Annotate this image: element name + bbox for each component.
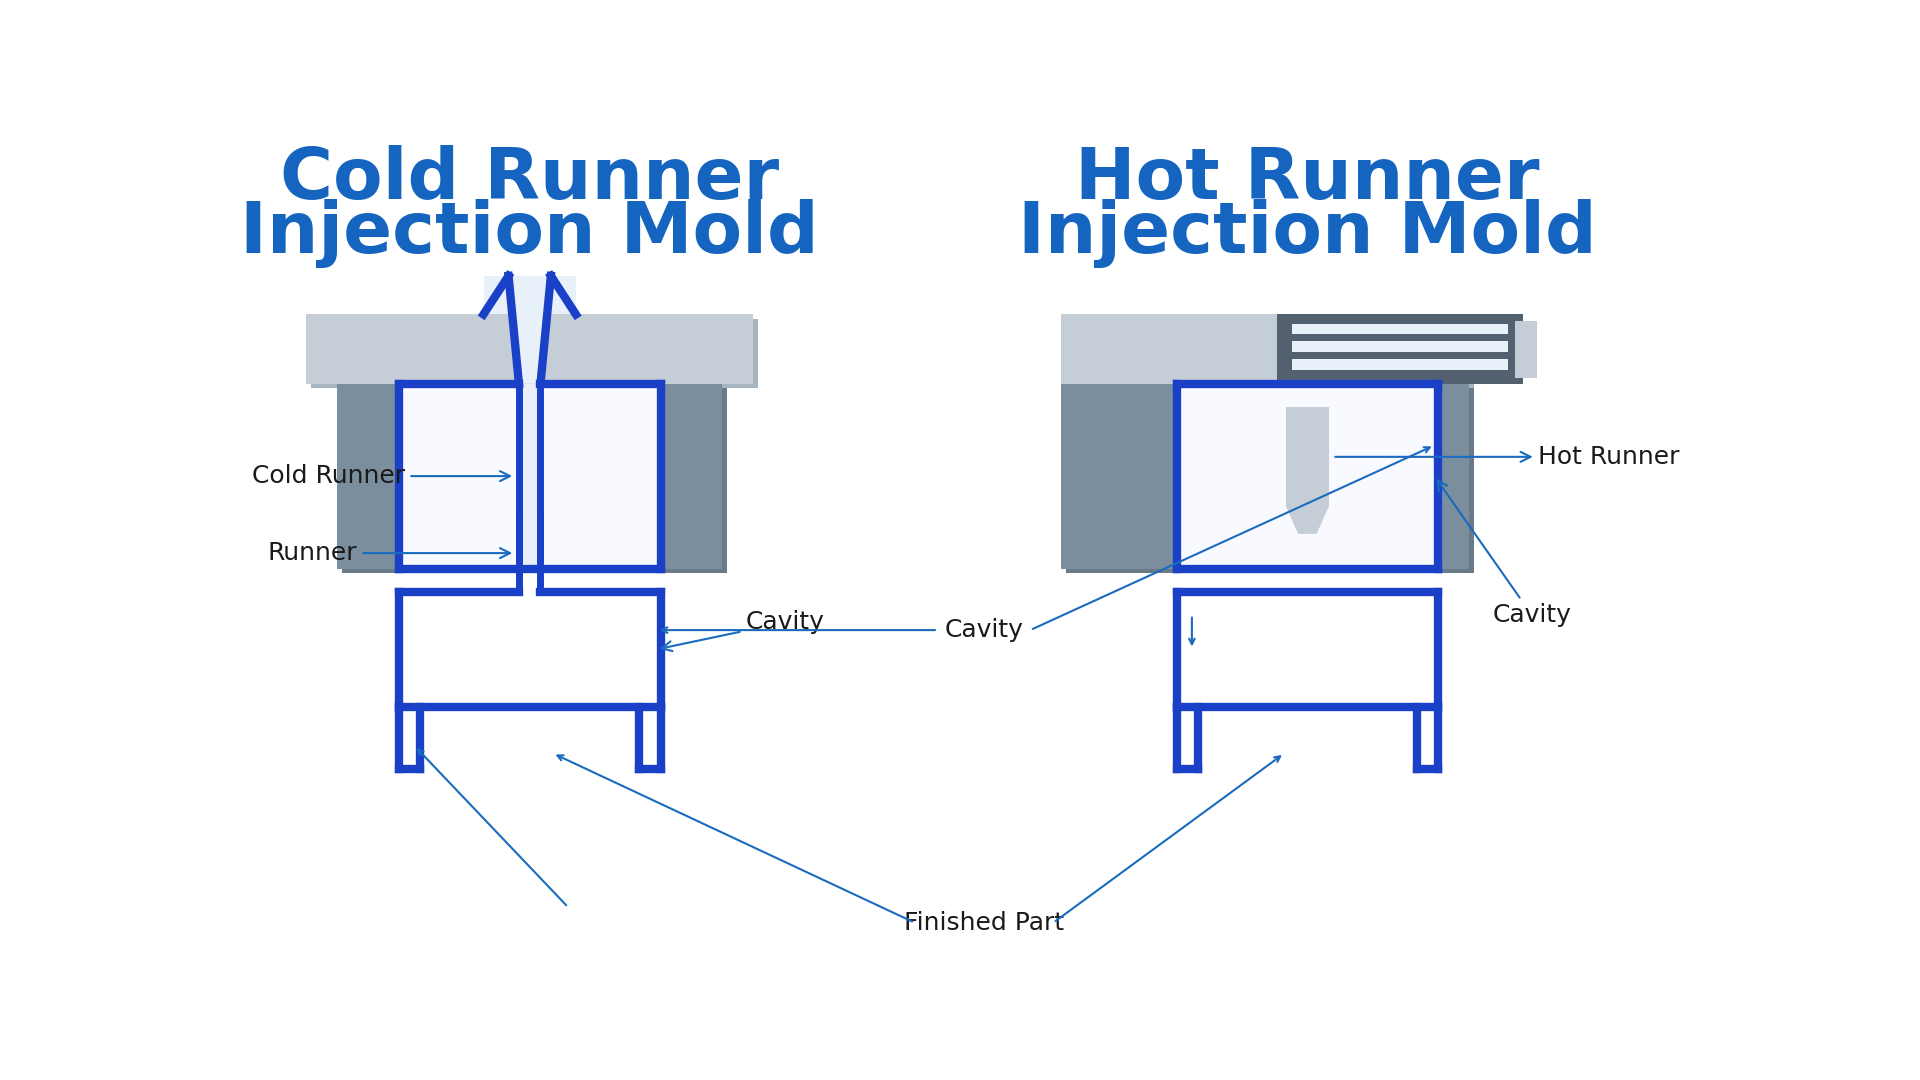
Text: Cold Runner: Cold Runner xyxy=(280,145,780,214)
Text: Cold Runner: Cold Runner xyxy=(253,464,511,488)
Text: Runner: Runner xyxy=(269,541,511,565)
Bar xyxy=(338,383,722,568)
Polygon shape xyxy=(484,275,576,314)
Bar xyxy=(311,319,758,389)
Bar xyxy=(1062,383,1469,568)
Polygon shape xyxy=(1286,507,1329,534)
Bar xyxy=(1062,314,1469,383)
Bar xyxy=(1292,359,1507,369)
Bar xyxy=(342,389,728,573)
Polygon shape xyxy=(509,275,551,383)
Text: Cavity: Cavity xyxy=(1438,481,1571,626)
Bar xyxy=(1177,383,1438,568)
Bar xyxy=(399,383,660,568)
Text: Hot Runner: Hot Runner xyxy=(1334,445,1680,469)
Text: Finished Part: Finished Part xyxy=(904,910,1064,934)
Text: Cavity: Cavity xyxy=(662,610,824,651)
Text: Cavity: Cavity xyxy=(945,618,1023,643)
Bar xyxy=(1292,324,1507,335)
Bar xyxy=(1286,407,1329,507)
Bar xyxy=(1066,389,1475,573)
Bar xyxy=(1066,319,1475,389)
Text: Injection Mold: Injection Mold xyxy=(240,199,820,268)
Bar xyxy=(1277,314,1338,383)
Bar xyxy=(1515,321,1536,378)
Text: Injection Mold: Injection Mold xyxy=(1018,199,1597,268)
Bar xyxy=(1284,314,1523,383)
Bar xyxy=(518,383,541,568)
Text: Hot Runner: Hot Runner xyxy=(1075,145,1540,214)
Bar xyxy=(307,314,753,383)
Bar xyxy=(1292,341,1507,352)
